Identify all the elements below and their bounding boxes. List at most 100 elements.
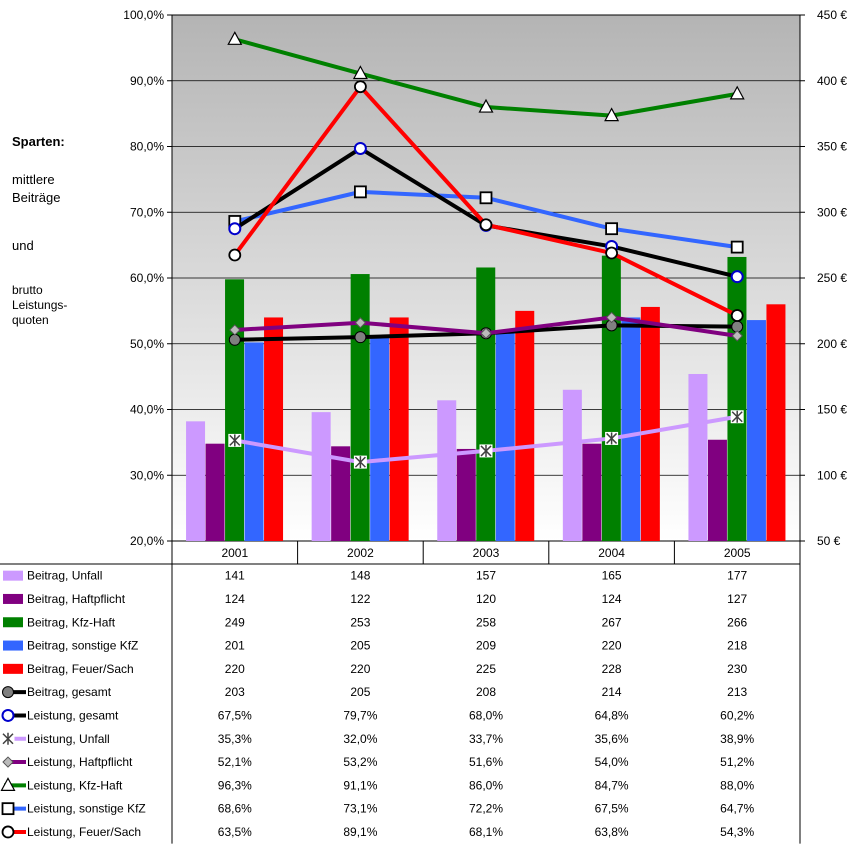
left-tick-label: 70,0%	[130, 205, 164, 219]
cell-beitrag-unfall-2001: 141	[225, 569, 245, 583]
cell-leistung-gesamt-2003: 68,0%	[469, 708, 503, 722]
cell-leistung-feuer-sach-2004: 63,8%	[595, 825, 629, 839]
right-tick-label: 250 €	[817, 271, 847, 285]
bar-beitrag-sonstige-kfz-2004	[621, 317, 641, 541]
point-leistung-feuer-sach-2005	[730, 309, 744, 322]
legend-key-beitrag-gesamt	[2, 686, 26, 699]
cell-leistung-feuer-sach-2005: 54,3%	[720, 825, 754, 839]
legend-key-leistung-sonstige-kfz	[1, 802, 26, 816]
point-beitrag-gesamt-2002	[354, 331, 367, 344]
point-leistung-gesamt-2002	[353, 141, 367, 155]
cell-leistung-kfz-haft-2001: 96,3%	[218, 778, 252, 792]
right-tick-label: 400 €	[817, 74, 847, 88]
left-tick-label: 20,0%	[130, 534, 164, 548]
cell-beitrag-gesamt-2003: 208	[476, 685, 496, 699]
cell-beitrag-haftpflicht-2003: 120	[476, 592, 496, 606]
cell-beitrag-kfz-haft-2002: 253	[350, 615, 370, 629]
bar-beitrag-sonstige-kfz-2003	[495, 331, 515, 541]
row-label-beitrag-feuer-sach: Beitrag, Feuer/Sach	[27, 662, 134, 676]
cell-beitrag-gesamt-2002: 205	[350, 685, 370, 699]
point-leistung-haftpflicht-2005	[731, 330, 743, 342]
side-line-4: brutto	[12, 283, 43, 297]
cell-leistung-gesamt-2005: 60,2%	[720, 708, 754, 722]
point-leistung-feuer-sach-2002	[353, 80, 367, 94]
cell-beitrag-sonstige-kfz-2002: 205	[350, 639, 370, 653]
point-leistung-haftpflicht-2001	[229, 324, 241, 336]
cell-beitrag-gesamt-2001: 203	[225, 685, 245, 699]
bar-beitrag-kfz-haft-2003	[476, 267, 496, 541]
legend-key-leistung-unfall	[1, 732, 26, 746]
cell-leistung-unfall-2002: 32,0%	[343, 732, 377, 746]
point-leistung-gesamt-2001	[228, 222, 242, 236]
point-leistung-kfz-haft-2001	[227, 31, 243, 45]
right-tick-label: 450 €	[817, 8, 847, 22]
side-line-3: und	[12, 238, 34, 253]
cell-leistung-gesamt-2004: 64,8%	[595, 708, 629, 722]
side-line-5: Leistungs-	[12, 298, 68, 312]
point-leistung-kfz-haft-2002	[352, 65, 368, 80]
left-tick-label: 40,0%	[130, 403, 164, 417]
row-label-beitrag-sonstige-kfz: Beitrag, sonstige KfZ	[27, 639, 138, 653]
cell-beitrag-haftpflicht-2002: 122	[350, 592, 370, 606]
point-beitrag-gesamt-2001	[228, 333, 241, 346]
cell-beitrag-sonstige-kfz-2001: 201	[225, 639, 245, 653]
cell-beitrag-sonstige-kfz-2005: 218	[727, 639, 747, 653]
left-tick-label: 60,0%	[130, 271, 164, 285]
legend-key-leistung-gesamt	[1, 708, 26, 722]
cell-leistung-unfall-2001: 35,3%	[218, 732, 252, 746]
bar-beitrag-kfz-haft-2001	[225, 279, 245, 541]
cell-beitrag-feuer-sach-2005: 230	[727, 662, 747, 676]
left-tick-label: 30,0%	[130, 468, 164, 482]
bar-beitrag-haftpflicht-2001	[205, 443, 225, 541]
left-tick-label: 80,0%	[130, 140, 164, 154]
cell-beitrag-kfz-haft-2005: 266	[727, 615, 747, 629]
bar-beitrag-unfall-2002	[311, 412, 331, 541]
cell-beitrag-unfall-2003: 157	[476, 569, 496, 583]
cell-leistung-gesamt-2001: 67,5%	[218, 708, 252, 722]
bar-beitrag-feuer-sach-2002	[389, 317, 409, 541]
row-label-leistung-gesamt: Leistung, gesamt	[27, 708, 119, 722]
point-leistung-kfz-haft-2003	[478, 98, 494, 113]
point-leistung-feuer-sach-2003	[479, 218, 493, 232]
right-tick-label: 200 €	[817, 337, 847, 351]
cell-leistung-sonstige-kfz-2003: 72,2%	[469, 802, 503, 816]
point-leistung-unfall-2003	[479, 444, 493, 458]
cell-leistung-gesamt-2002: 79,7%	[343, 708, 377, 722]
cell-leistung-haftpflicht-2001: 52,1%	[218, 755, 252, 769]
point-leistung-kfz-haft-2004	[604, 107, 620, 122]
cell-beitrag-haftpflicht-2005: 127	[727, 592, 747, 606]
bar-beitrag-kfz-haft-2004	[601, 255, 621, 541]
legend-key-leistung-feuer-sach	[1, 825, 26, 839]
point-leistung-unfall-2005	[730, 410, 744, 424]
cell-beitrag-unfall-2002: 148	[350, 569, 370, 583]
bar-beitrag-haftpflicht-2004	[582, 443, 602, 541]
bar-beitrag-feuer-sach-2005	[766, 304, 786, 541]
row-label-leistung-haftpflicht: Leistung, Haftpflicht	[27, 755, 133, 769]
category-label-2005: 2005	[724, 546, 751, 560]
cell-beitrag-sonstige-kfz-2003: 209	[476, 639, 496, 653]
point-leistung-sonstige-kfz-2005	[730, 240, 744, 254]
cell-leistung-haftpflicht-2003: 51,6%	[469, 755, 503, 769]
bar-beitrag-feuer-sach-2003	[515, 310, 535, 541]
right-tick-label: 300 €	[817, 205, 847, 219]
cell-beitrag-sonstige-kfz-2004: 220	[602, 639, 622, 653]
point-leistung-haftpflicht-2003	[480, 327, 492, 339]
right-tick-label: 100 €	[817, 468, 847, 482]
cell-beitrag-feuer-sach-2004: 228	[602, 662, 622, 676]
point-leistung-sonstige-kfz-2003	[479, 191, 493, 205]
side-line-2: Beiträge	[12, 190, 61, 205]
point-leistung-feuer-sach-2004	[605, 246, 618, 260]
category-label-2003: 2003	[473, 546, 500, 560]
point-leistung-kfz-haft-2005	[729, 85, 745, 100]
point-leistung-feuer-sach-2001	[228, 248, 242, 262]
cell-leistung-sonstige-kfz-2001: 68,6%	[218, 802, 252, 816]
cell-beitrag-kfz-haft-2003: 258	[476, 615, 496, 629]
side-line-1: mittlere	[12, 172, 55, 187]
row-label-leistung-unfall: Leistung, Unfall	[27, 732, 110, 746]
cell-beitrag-feuer-sach-2002: 220	[350, 662, 370, 676]
cell-beitrag-unfall-2004: 165	[602, 569, 622, 583]
cell-leistung-kfz-haft-2005: 88,0%	[720, 778, 754, 792]
cell-leistung-kfz-haft-2003: 86,0%	[469, 778, 503, 792]
point-leistung-unfall-2002	[353, 455, 367, 469]
